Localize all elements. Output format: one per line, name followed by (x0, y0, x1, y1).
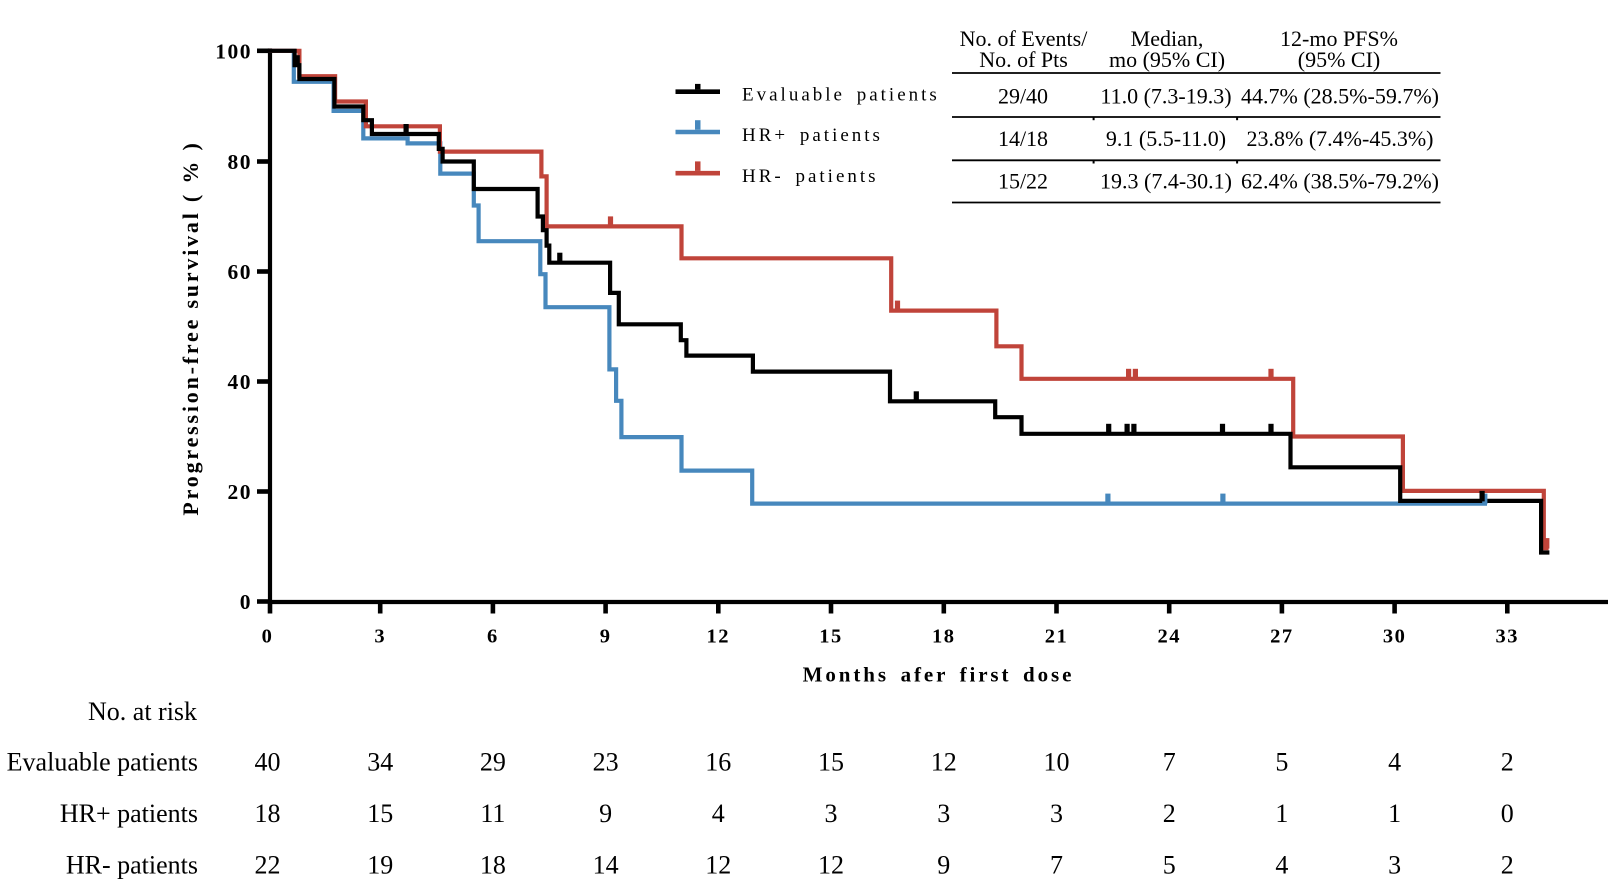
svg-text:23: 23 (593, 747, 619, 776)
svg-text:12: 12 (705, 850, 731, 879)
svg-text:2: 2 (1163, 799, 1176, 828)
svg-text:mo (95% CI): mo (95% CI) (1109, 47, 1225, 72)
svg-text:12: 12 (818, 850, 844, 879)
svg-text:15: 15 (818, 747, 844, 776)
svg-text:11.0 (7.3-19.3): 11.0 (7.3-19.3) (1100, 84, 1231, 109)
svg-text:HR+ patients: HR+ patients (60, 799, 198, 828)
svg-text:5: 5 (1163, 850, 1176, 879)
svg-text:Months afer first dose: Months afer first dose (803, 663, 1075, 687)
svg-text:12: 12 (931, 747, 957, 776)
svg-text:3: 3 (374, 626, 386, 648)
svg-text:33: 33 (1496, 626, 1520, 648)
svg-text:19: 19 (367, 850, 393, 879)
svg-text:HR- patients: HR- patients (66, 850, 198, 879)
svg-text:(95% CI): (95% CI) (1298, 47, 1380, 72)
svg-text:1: 1 (1275, 799, 1288, 828)
svg-text:No. at risk: No. at risk (88, 697, 197, 726)
svg-text:3: 3 (1050, 799, 1063, 828)
svg-text:Evaluable patients: Evaluable patients (742, 85, 940, 106)
svg-text:4: 4 (1275, 850, 1288, 879)
svg-text:14: 14 (593, 850, 619, 879)
svg-text:23.8% (7.4%-45.3%): 23.8% (7.4%-45.3%) (1247, 126, 1434, 151)
svg-text:15: 15 (367, 799, 393, 828)
svg-text:3: 3 (825, 799, 838, 828)
svg-text:4: 4 (1388, 747, 1401, 776)
svg-text:0: 0 (262, 626, 274, 648)
svg-text:22: 22 (255, 850, 281, 879)
svg-text:44.7% (28.5%-59.7%): 44.7% (28.5%-59.7%) (1241, 84, 1439, 109)
svg-text:21: 21 (1045, 626, 1069, 648)
svg-text:7: 7 (1050, 850, 1063, 879)
svg-text:5: 5 (1275, 747, 1288, 776)
svg-text:15: 15 (819, 626, 843, 648)
svg-text:20: 20 (228, 480, 253, 504)
svg-text:7: 7 (1163, 747, 1176, 776)
svg-text:11: 11 (480, 799, 505, 828)
svg-text:30: 30 (1383, 626, 1407, 648)
svg-text:3: 3 (1388, 850, 1401, 879)
svg-text:2: 2 (1501, 747, 1514, 776)
svg-text:Evaluable patients: Evaluable patients (7, 747, 198, 776)
svg-text:12-mo PFS%: 12-mo PFS% (1280, 26, 1398, 51)
svg-text:HR+ patients: HR+ patients (742, 125, 883, 146)
svg-text:No. of Pts: No. of Pts (979, 47, 1068, 72)
svg-text:Progression-free survival ( %: Progression-free survival ( % ) (178, 140, 203, 515)
svg-text:16: 16 (705, 747, 731, 776)
svg-text:0: 0 (1501, 799, 1514, 828)
svg-text:0: 0 (240, 590, 252, 614)
svg-text:40: 40 (255, 747, 281, 776)
svg-text:HR- patients: HR- patients (742, 166, 879, 187)
svg-text:9.1 (5.5-11.0): 9.1 (5.5-11.0) (1106, 126, 1226, 151)
svg-text:6: 6 (487, 626, 499, 648)
svg-text:24: 24 (1157, 626, 1181, 648)
svg-text:60: 60 (228, 260, 253, 284)
svg-text:9: 9 (600, 626, 612, 648)
svg-text:No. of Events/: No. of Events/ (960, 26, 1089, 51)
svg-text:40: 40 (228, 370, 253, 394)
svg-text:15/22: 15/22 (998, 169, 1048, 194)
svg-text:18: 18 (480, 850, 506, 879)
svg-text:1: 1 (1388, 799, 1401, 828)
svg-text:3: 3 (937, 799, 950, 828)
svg-text:80: 80 (228, 150, 253, 174)
svg-text:62.4% (38.5%-79.2%): 62.4% (38.5%-79.2%) (1241, 169, 1439, 194)
svg-text:29: 29 (480, 747, 506, 776)
svg-text:18: 18 (255, 799, 281, 828)
svg-text:4: 4 (712, 799, 725, 828)
svg-text:29/40: 29/40 (998, 84, 1048, 109)
svg-text:14/18: 14/18 (998, 126, 1048, 151)
svg-text:19.3 (7.4-30.1): 19.3 (7.4-30.1) (1100, 169, 1232, 194)
svg-text:12: 12 (707, 626, 731, 648)
svg-text:9: 9 (599, 799, 612, 828)
svg-text:Median,: Median, (1131, 26, 1204, 51)
svg-text:9: 9 (937, 850, 950, 879)
svg-text:34: 34 (367, 747, 393, 776)
svg-text:27: 27 (1270, 626, 1294, 648)
svg-text:18: 18 (932, 626, 956, 648)
svg-text:100: 100 (215, 39, 252, 63)
svg-text:2: 2 (1501, 850, 1514, 879)
svg-text:10: 10 (1044, 747, 1070, 776)
